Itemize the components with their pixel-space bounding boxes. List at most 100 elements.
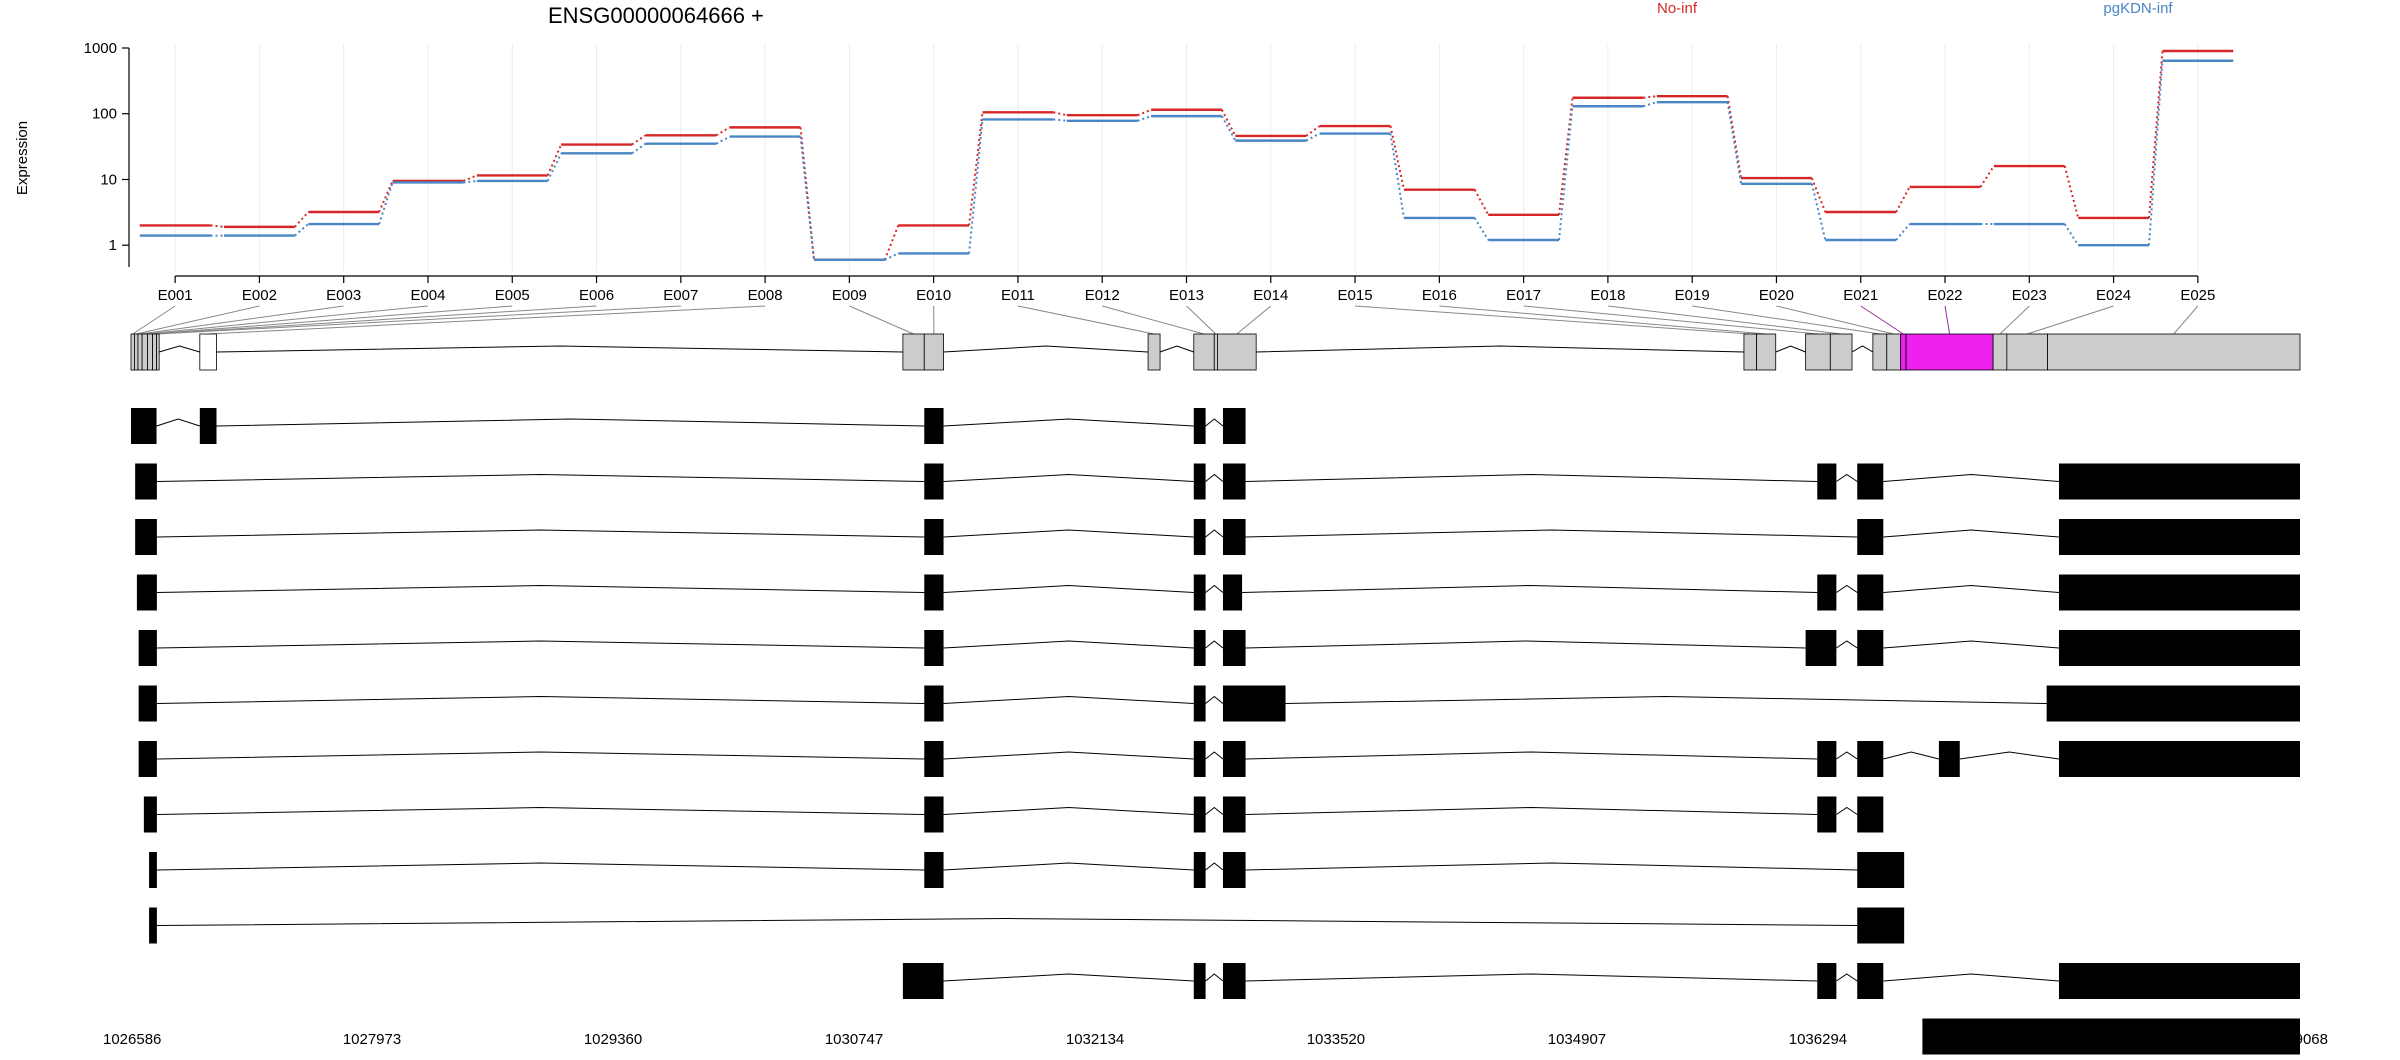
model-bin-e007 [156, 333, 160, 371]
connector-e021 [1860, 305, 1904, 335]
series-pgkdn-inf-link-e004 [463, 179, 477, 184]
model-bin-e003 [137, 333, 143, 371]
model-intron-e010 [943, 345, 1149, 353]
model-bin-e025 [2047, 333, 2301, 371]
transcript-3-intron-5 [1883, 529, 2060, 538]
series-no-inf-link-e003 [378, 180, 394, 213]
exon-label-e019: E019 [1675, 287, 1710, 304]
transcript-8-intron-3 [1205, 806, 1224, 815]
transcript-7-exon-2 [924, 741, 944, 777]
transcript-8-exon-3 [1193, 796, 1206, 833]
transcript-4-exon-5 [1817, 574, 1837, 611]
transcript-5-intron-4 [1245, 640, 1806, 649]
series-no-inf-link-e006 [631, 134, 646, 146]
transcript-11-exon-1 [902, 963, 944, 999]
transcript-7-intron-7 [1959, 751, 2060, 760]
series-pgkdn-inf-link-e019 [1726, 101, 1743, 184]
legend-label-no-inf: No-inf [1657, 0, 1698, 17]
series-pgkdn-inf-link-e003 [378, 182, 394, 225]
transcript-8-intron-1 [156, 806, 925, 815]
y-axis-label: Expression [14, 121, 31, 195]
transcript-2-exon-4 [1222, 463, 1246, 500]
series-no-inf-link-e001 [210, 224, 225, 228]
transcript-5-exon-7 [2058, 630, 2300, 666]
model-bin-e019 [1872, 333, 1888, 371]
model-bin-e021 [1900, 333, 1907, 371]
transcript-3-exon-1 [135, 519, 157, 555]
model-bin-e015 [1743, 333, 1758, 371]
transcript-3-exon-4 [1222, 519, 1246, 555]
transcript-tracks [131, 408, 2300, 1055]
transcript-10-exon-1 [149, 907, 157, 944]
transcript-1-exon-5 [1222, 408, 1246, 444]
transcript-4-intron-4 [1242, 584, 1818, 593]
transcript-1-intron-1 [156, 418, 200, 427]
series-pgkdn-inf-link-e005 [546, 152, 563, 182]
series-no-inf-link-e018 [1643, 95, 1657, 99]
transcript-5-intron-2 [943, 640, 1194, 649]
exon-label-e003: E003 [326, 287, 361, 304]
transcript-1-exon-3 [924, 408, 944, 444]
transcript-6-exon-2 [924, 685, 944, 722]
connector-e018 [1607, 305, 1842, 335]
model-bin-e022 [1905, 333, 1994, 371]
series-pgkdn-inf-link-e002 [294, 223, 309, 237]
model-intron-e014 [1256, 345, 1744, 353]
model-bin-e011 [1147, 333, 1161, 371]
series-pgkdn-inf-link-e021 [1895, 223, 1911, 241]
series-no-inf-link-e013 [1221, 109, 1237, 137]
transcript-8-exon-4 [1222, 796, 1246, 833]
transcript-11-intron-5 [1883, 973, 2060, 982]
transcript-4-exon-7 [2058, 574, 2300, 611]
connector-e005 [149, 305, 513, 335]
transcript-7-exon-3 [1193, 741, 1206, 777]
transcript-6-exon-1 [138, 685, 157, 722]
exon-label-e018: E018 [1590, 287, 1625, 304]
series-no-inf-link-e005 [546, 144, 563, 176]
exon-label-e016: E016 [1422, 287, 1457, 304]
series-no-inf-link-e023 [2063, 165, 2080, 219]
transcript-4-exon-6 [1857, 574, 1884, 611]
transcript-9-exon-5 [1857, 852, 1905, 888]
connector-e008 [208, 305, 766, 335]
model-bin-e005 [147, 333, 153, 371]
transcript-5-exon-2 [924, 630, 944, 666]
connector-e003 [139, 305, 344, 335]
transcript-9-exon-3 [1193, 852, 1206, 888]
transcript-2-intron-3 [1205, 473, 1224, 482]
transcript-6-exon-4 [1222, 685, 1286, 722]
transcript-7-exon-6 [1857, 741, 1884, 777]
exon-label-e011: E011 [1001, 287, 1035, 304]
series-no-inf-link-e012 [1137, 108, 1152, 117]
transcript-9-intron-2 [943, 862, 1194, 871]
model-bin-e006 [152, 333, 157, 371]
series-pgkdn-inf-link-e020 [1810, 183, 1827, 241]
transcript-5-exon-1 [138, 630, 157, 666]
transcript-3-exon-5 [1857, 519, 1884, 555]
exon-label-e022: E022 [1927, 287, 1962, 304]
transcript-4-exon-1 [136, 574, 157, 611]
transcript-11-exon-2 [1193, 963, 1206, 999]
series-pgkdn-inf-link-e012 [1137, 115, 1152, 122]
series-pgkdn-inf-link-e016 [1473, 217, 1490, 241]
transcript-2-exon-3 [1193, 463, 1206, 500]
transcript-8-intron-2 [943, 806, 1194, 815]
transcript-3-intron-2 [943, 529, 1194, 538]
transcript-4-intron-1 [156, 584, 925, 593]
series-pgkdn-inf-link-e008 [799, 136, 815, 260]
genomic-tick-label-1036294: 1036294 [1789, 1031, 1847, 1048]
connector-e019 [1692, 305, 1880, 335]
model-bin-e002 [134, 333, 139, 371]
connector-e024 [2027, 305, 2114, 335]
series-no-inf-link-e022 [1979, 165, 1995, 188]
transcript-1-exon-1 [131, 408, 157, 444]
bin-connectors [132, 305, 2199, 335]
connector-e014 [1236, 305, 1272, 335]
genomic-tick-label-1039068: 1039068 [2270, 1031, 2328, 1048]
exon-label-e012: E012 [1085, 287, 1120, 304]
transcript-2-intron-5 [1836, 473, 1858, 482]
connector-e006 [154, 305, 597, 335]
exon-label-e002: E002 [242, 287, 277, 304]
transcript-5-intron-3 [1205, 640, 1224, 649]
